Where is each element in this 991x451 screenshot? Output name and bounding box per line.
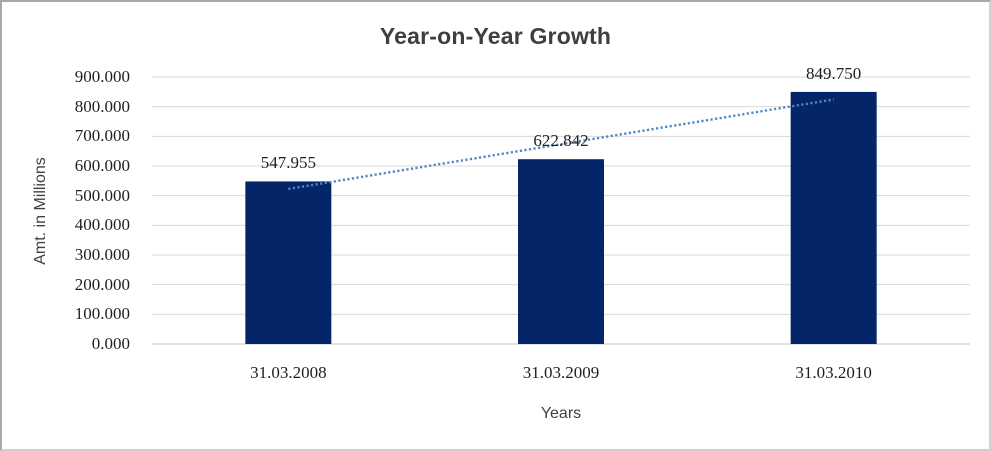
bar-data-label: 849.750 [806,63,862,83]
chart-title: Year-on-Year Growth [379,23,612,49]
bar-data-label: 547.955 [260,153,316,173]
x-axis-title: Years [540,405,582,422]
bar-data-label: 622.842 [533,131,589,151]
bar-31.03.2008 [245,181,332,344]
y-tick-label: 100.000 [74,304,130,324]
y-tick-label: 0.000 [91,334,130,353]
x-category-label: 31.03.2008 [250,363,327,382]
bar-31.03.2010 [790,91,877,344]
x-category-label: 31.03.2010 [795,363,872,382]
y-tick-label: 400.000 [74,215,130,235]
y-tick-label: 900.000 [74,67,130,86]
y-tick-label: 700.000 [74,126,130,146]
bar-31.03.2009 [518,159,604,344]
x-category-label: 31.03.2009 [522,363,600,382]
y-tick-label: 200.000 [74,274,130,294]
y-tick-label: 500.000 [74,185,130,205]
y-tick-label: 600.000 [74,156,130,175]
y-tick-label: 300.000 [74,245,130,264]
y-tick-label: 800.000 [74,96,130,116]
trendline [288,98,834,191]
